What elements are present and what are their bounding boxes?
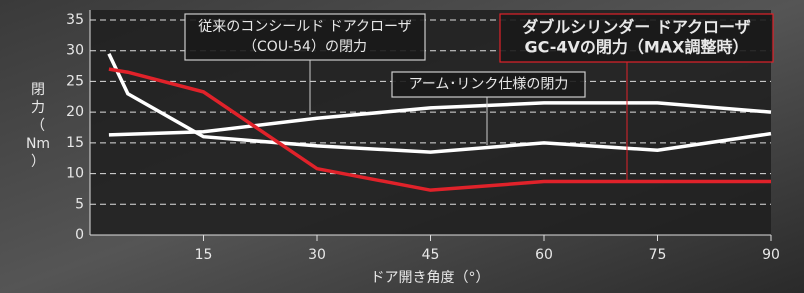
y-axis-label: ）	[31, 154, 45, 170]
x-tick-label: 30	[308, 247, 326, 263]
series-label: アーム･リンク仕様の閉力	[409, 77, 569, 93]
x-tick-label: 60	[535, 247, 553, 263]
x-tick-label: 90	[762, 247, 780, 263]
chart: 0 5 10 15 20 25 30 35 15 30 45 60 75 90 ドア開き角度（°） 閉力 （ Nm…	[0, 0, 804, 293]
y-tick-label: 20	[66, 104, 84, 120]
y-tick-label: 10	[66, 166, 84, 182]
series-label: （COU-54）の閉力	[243, 39, 367, 55]
y-tick-label: 25	[66, 73, 84, 89]
series-label: GC-4Vの閉力（MAX調整時）	[524, 38, 748, 57]
y-tick-label: 0	[75, 227, 84, 243]
y-tick-label: 15	[66, 135, 84, 151]
y-axis-label: 閉	[31, 82, 45, 98]
x-tick-label: 75	[649, 247, 667, 263]
y-axis-label: 力	[31, 100, 45, 116]
x-tick-label: 45	[422, 247, 440, 263]
x-tick-label: 15	[195, 247, 213, 263]
y-axis-label: （	[31, 118, 45, 134]
y-tick-label: 30	[66, 43, 84, 59]
y-tick-label: 5	[75, 196, 84, 212]
x-axis-label: ドア開き角度（°）	[371, 270, 490, 286]
series-label: 従来のコンシールド ドアクローザ	[198, 19, 411, 35]
series-label: ダブルシリンダー ドアクローザ	[522, 18, 750, 37]
y-axis-label: Nm	[26, 136, 50, 152]
y-tick-label: 35	[66, 12, 84, 28]
